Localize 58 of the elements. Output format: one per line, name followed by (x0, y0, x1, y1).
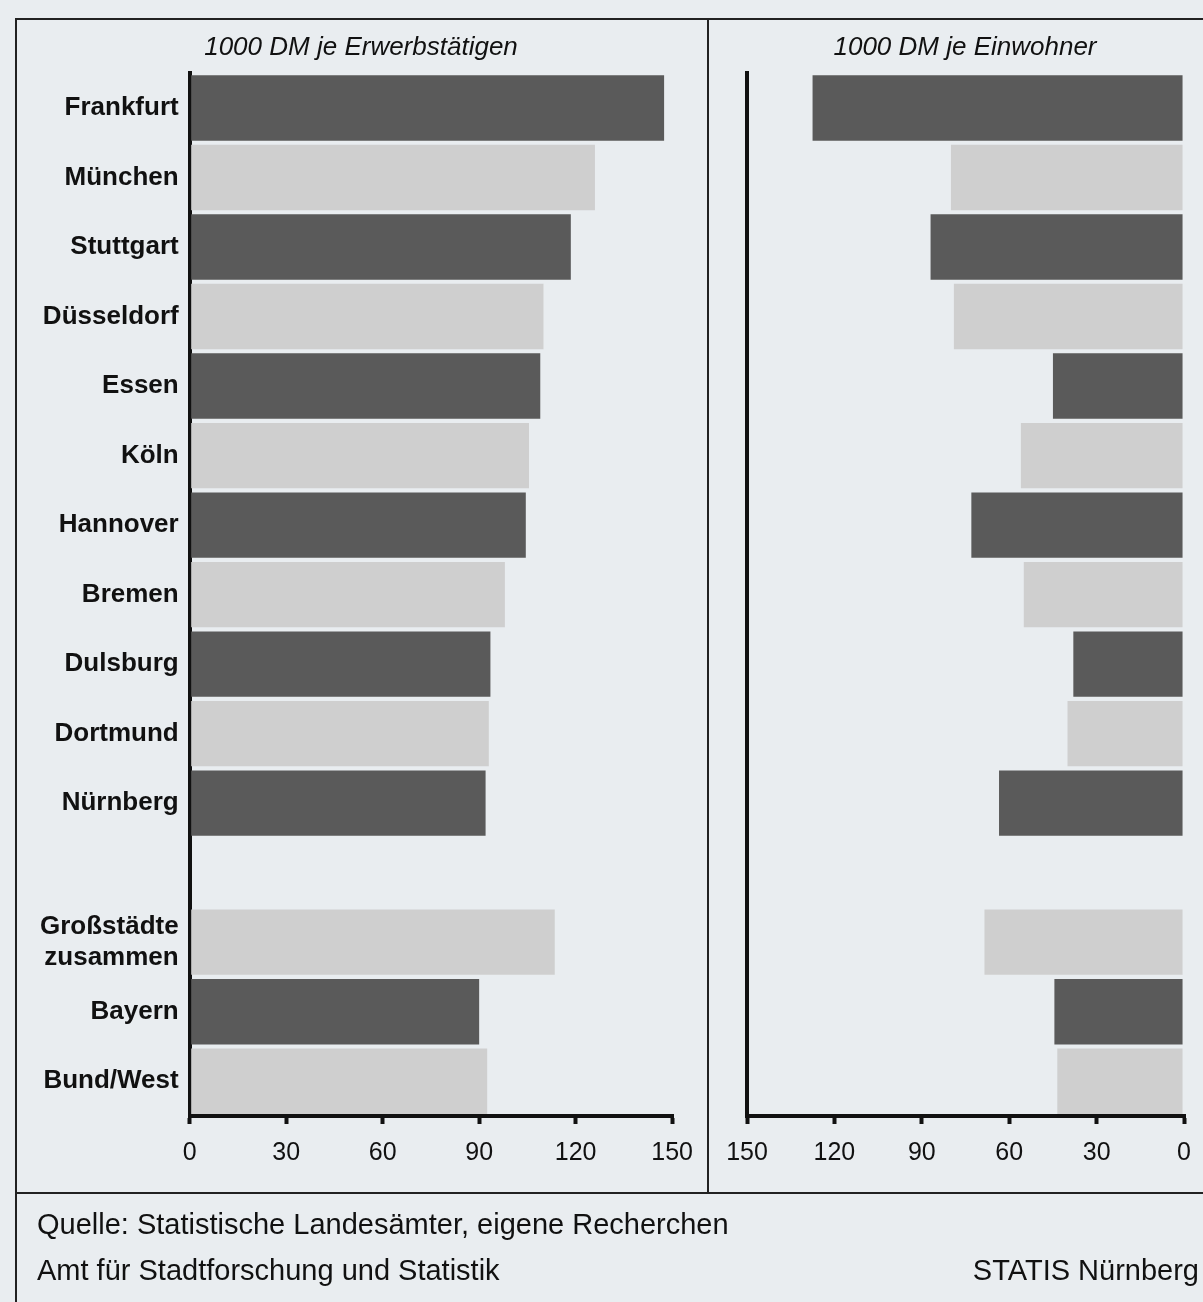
y-tick-label: Bayern (90, 994, 179, 1025)
y-tick-label: Frankfurt (64, 91, 180, 122)
bar (1052, 353, 1183, 419)
y-tick-label: Hannover (58, 508, 179, 539)
bar (971, 492, 1183, 558)
y-tick-label: Köln (120, 438, 179, 469)
x-tick-label: 90 (465, 1136, 494, 1165)
bar (1067, 700, 1183, 767)
x-tick-label: 0 (182, 1136, 197, 1165)
text: Amt für Stadtforschung und Statistik (37, 1254, 500, 1286)
bar (191, 492, 526, 558)
bar (191, 979, 480, 1045)
x-tick-label: 30 (1082, 1136, 1111, 1165)
x-tick-label: 120 (813, 1136, 856, 1165)
x-tick-label: 0 (1177, 1136, 1191, 1165)
x-tick-label: 30 (272, 1136, 301, 1165)
bar (191, 631, 491, 697)
bar (953, 283, 1183, 350)
bar (1073, 631, 1183, 697)
bar (191, 283, 544, 350)
y-tick-label: Dortmund (54, 716, 179, 747)
bar (812, 75, 1183, 141)
y-tick-label: Düsseldorf (42, 299, 180, 330)
bar (1057, 1048, 1183, 1114)
x-tick-label: 60 (995, 1136, 1024, 1165)
bar (1054, 979, 1183, 1045)
bar (930, 214, 1183, 280)
bar (191, 75, 665, 141)
y-tick-label: Dulsburg (64, 647, 179, 678)
y-tick-label: Bremen (81, 577, 179, 608)
bar (191, 909, 555, 975)
bar (984, 909, 1183, 975)
x-axis-title: 1000 DM je Einwohner (833, 30, 1098, 61)
bar (191, 353, 541, 419)
x-tick-label: 120 (554, 1136, 597, 1165)
y-tick-label: Stuttgart (70, 230, 180, 261)
y-tick-label: Essen (102, 369, 179, 400)
bar (191, 422, 530, 489)
y-tick-label: Großstädte zusammen (40, 909, 179, 971)
x-tick-label: 150 (651, 1136, 693, 1165)
bar (191, 770, 486, 836)
bar (191, 700, 489, 767)
y-tick-label: Nürnberg (61, 786, 179, 817)
x-tick-label: 60 (368, 1136, 397, 1165)
y-tick-label: Bund/West (43, 1064, 180, 1095)
bar (999, 770, 1183, 836)
x-axis-title: 1000 DM je Erwerbstätigen (204, 30, 518, 61)
y-tick-label: München (64, 160, 179, 191)
text: STATIS Nürnberg (972, 1254, 1199, 1288)
bar (1023, 561, 1183, 628)
bar (1020, 422, 1183, 489)
bar (950, 144, 1183, 211)
x-tick-label: 150 (726, 1136, 768, 1165)
bar (191, 144, 595, 211)
bar (191, 214, 571, 280)
source-note: Quelle: Statistische Landesämter, eigene Recherchen (37, 1208, 730, 1242)
x-tick-label: 90 (907, 1136, 936, 1165)
bar (191, 561, 505, 628)
